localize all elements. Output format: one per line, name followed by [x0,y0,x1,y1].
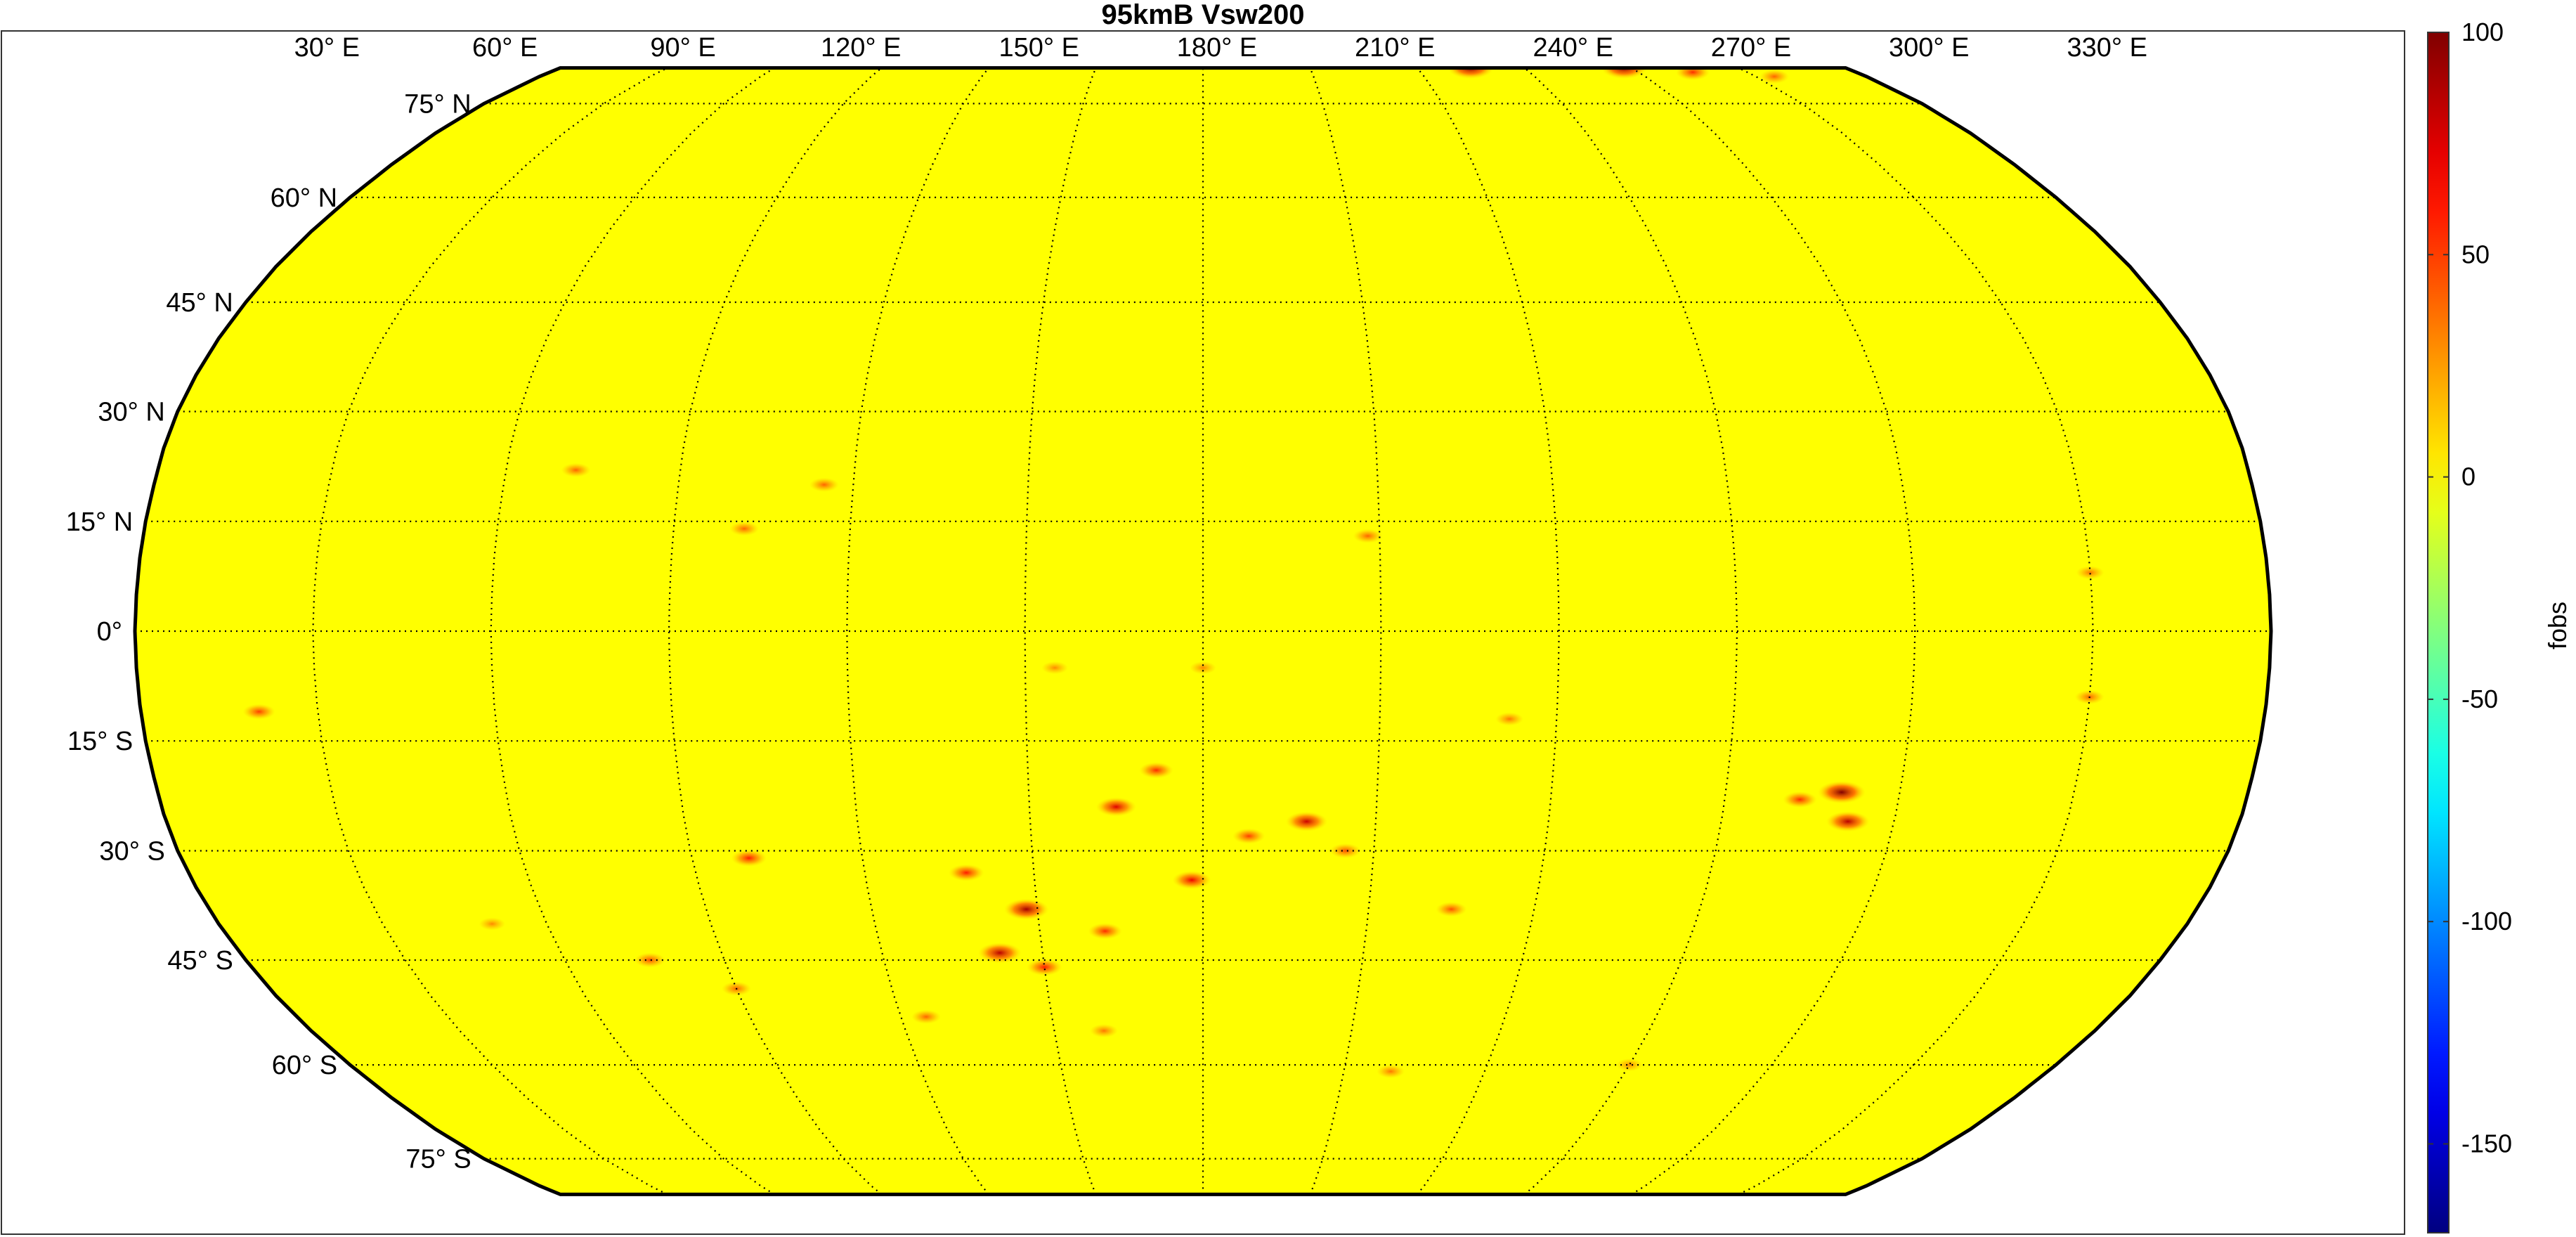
colorbar-tick-label: 100 [2461,18,2504,46]
anomaly-hotspot [1353,529,1383,543]
anomaly-hotspot [911,1009,941,1024]
anomaly-hotspot [1232,828,1266,844]
anomaly-layer [242,67,2105,1078]
longitude-label: 60° E [472,33,538,63]
anomaly-hotspot [1285,811,1328,831]
anomaly-hotspot [1601,67,1648,79]
colorbar: 100 50 0 -50 -100 -150 fobs [2427,18,2572,1233]
anomaly-hotspot [1377,1064,1405,1078]
colorbar-bar [2427,32,2450,1233]
meridian-line [490,67,775,1195]
anomaly-hotspot [1616,1058,1643,1072]
anomaly-hotspot [1495,712,1523,726]
colorbar-tick-label: 50 [2461,240,2490,268]
latitude-label: 0° [97,617,122,647]
anomaly-hotspot [1172,871,1211,890]
longitude-label: 30° E [294,33,360,63]
latitude-label: 75° S [405,1145,471,1174]
latitude-label: 60° S [272,1051,337,1080]
colorbar-tick-label: -100 [2461,907,2512,935]
anomaly-hotspot [2076,566,2105,580]
map-boundary [133,66,2273,1196]
latitude-label: 30° S [99,837,164,867]
longitude-label: 210° E [1355,33,1436,63]
longitude-label: 240° E [1533,33,1613,63]
latitude-label: 75° N [404,89,471,119]
longitude-label: 270° E [1711,33,1792,63]
colorbar-tick-label: -150 [2461,1129,2512,1158]
anomaly-hotspot [729,522,759,536]
latitude-label: 30° N [98,398,164,427]
anomaly-hotspot [1088,923,1122,940]
chart-title: 95kmB Vsw200 [1101,0,1304,30]
anomaly-hotspot [242,704,275,720]
latitude-label: 60° N [271,183,337,213]
anomaly-hotspot [1329,843,1361,858]
colorbar-tick-label: -50 [2461,685,2498,713]
anomaly-hotspot [1436,902,1467,917]
colorbar-ticks: 100 50 0 -50 -100 -150 [2428,18,2512,1158]
longitude-label: 90° E [650,33,715,63]
meridian-line [1631,67,1916,1195]
colorbar-tick-label: 0 [2461,462,2476,491]
longitude-labels: 30° E 60° E 90° E 120° E 150° E 180° E 210° E 2… [294,33,2147,63]
anomaly-hotspot [731,849,767,867]
anomaly-hotspot [1190,661,1216,675]
anomaly-hotspot [949,864,984,881]
graticule [135,67,2271,1195]
map-frame [1,30,2405,1235]
anomaly-hotspot [1759,69,1789,84]
longitude-label: 150° E [998,33,1079,63]
longitude-label: 180° E [1177,33,1258,63]
anomaly-hotspot [1448,67,1495,79]
anomaly-hotspot [1041,661,1068,675]
anomaly-hotspot [479,917,505,931]
anomaly-hotspot [978,943,1022,964]
meridian-line [846,67,990,1195]
anomaly-hotspot [1090,1024,1118,1038]
anomaly-hotspot [561,462,591,477]
longitude-label: 330° E [2067,33,2147,63]
meridian-line [1416,67,1560,1195]
anomaly-hotspot [1826,811,1870,832]
latitude-labels: 75° N 60° N 45° N 30° N 15° N 0° 15° S 30° S 45°… [66,89,471,1174]
anomaly-hotspot [809,477,839,492]
anomaly-hotspot [1027,959,1062,976]
colorbar-label: fobs [2543,602,2572,649]
longitude-label: 300° E [1889,33,1970,63]
latitude-label: 15° S [67,727,133,756]
anomaly-hotspot [1139,762,1173,779]
anomaly-hotspot [1783,791,1817,808]
anomaly-hotspot [1096,797,1136,817]
anomaly-hotspot [635,952,665,968]
latitude-label: 15° N [66,507,133,537]
latitude-label: 45° S [167,946,233,976]
latitude-label: 45° N [166,288,233,318]
anomaly-hotspot [1003,898,1049,920]
longitude-label: 120° E [821,33,902,63]
anomaly-hotspot [1817,781,1866,804]
